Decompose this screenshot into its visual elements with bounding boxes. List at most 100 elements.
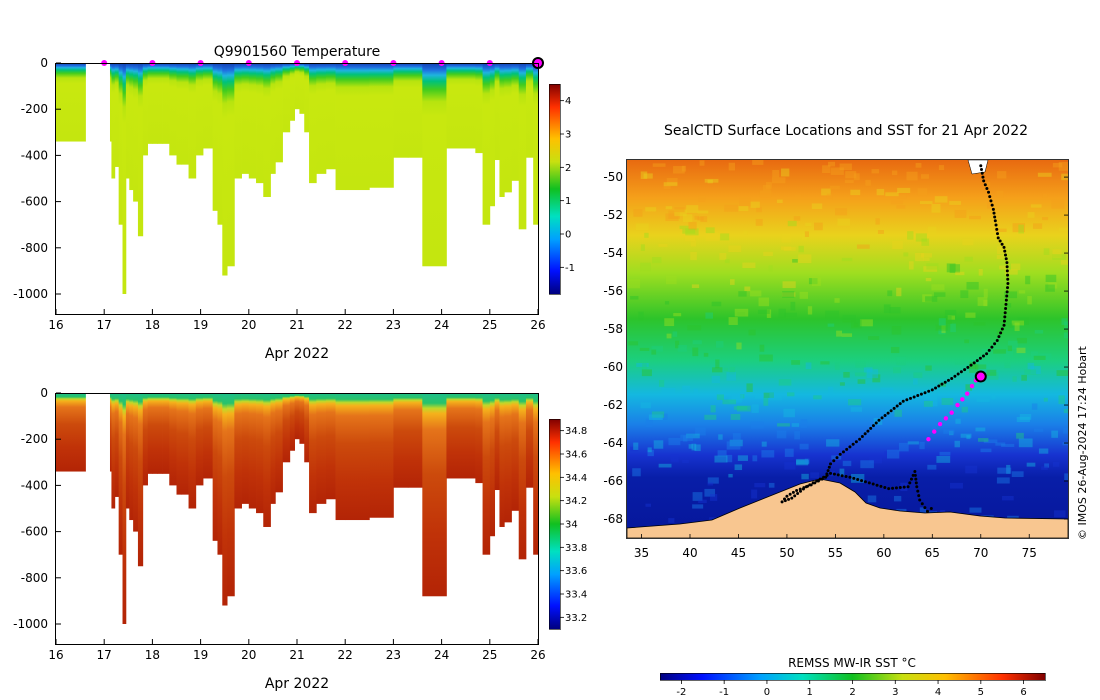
track-point <box>860 435 864 439</box>
sst-patch <box>993 349 1007 354</box>
sst-patch <box>742 262 756 269</box>
sst-patch <box>697 210 709 214</box>
sst-patch <box>798 245 804 253</box>
sst-patch <box>923 257 930 262</box>
sst-patch <box>652 163 666 167</box>
sst-patch <box>759 354 773 362</box>
sst-patch <box>875 218 880 225</box>
sst-patch <box>986 372 999 380</box>
track-point <box>999 331 1003 335</box>
sst-patch <box>841 257 853 262</box>
sst-patch <box>1016 416 1030 423</box>
salinity-profile-bar <box>446 393 467 479</box>
track-point <box>818 477 822 481</box>
salinity-profile-bar <box>489 393 496 537</box>
sst-patch <box>885 409 891 413</box>
sst-patch <box>913 372 923 378</box>
sst-patch <box>825 310 840 319</box>
sst-patch <box>933 292 946 297</box>
sst-patch <box>915 252 925 262</box>
current-position-marker <box>974 370 987 383</box>
track-point <box>892 406 896 410</box>
sst-patch <box>999 265 1007 270</box>
sst-patch <box>762 184 771 192</box>
x-tick-label: 16 <box>48 318 63 332</box>
sst-patch <box>665 206 673 210</box>
sst-patch <box>690 239 697 247</box>
sst-patch <box>1004 359 1011 369</box>
map-panel: SealCTD Surface Locations and SST for 21… <box>603 123 1089 698</box>
sst-patch <box>943 429 955 434</box>
sst-patch <box>925 365 932 371</box>
track-point <box>981 354 985 358</box>
sst-patch <box>949 201 961 205</box>
temperature-profile-bar <box>217 63 223 225</box>
sst-patch <box>668 518 675 523</box>
sst-patch <box>673 166 685 174</box>
sst-patch <box>729 439 743 447</box>
temperature-profile-bar <box>533 63 538 225</box>
track-point <box>1005 290 1009 294</box>
map-y-tick-label: -68 <box>603 512 623 526</box>
sst-patch <box>813 395 822 400</box>
temperature-profile-bar <box>234 63 242 179</box>
track-point <box>918 498 922 502</box>
salinity-profile-bar <box>147 393 153 474</box>
map-colorbar-tick-label: 4 <box>935 687 941 698</box>
map-x-tick-label: 65 <box>925 546 940 560</box>
salinity-profile-bar <box>325 393 336 500</box>
salinity-profile-bar <box>369 393 394 518</box>
temperature-profile-bar <box>133 63 139 202</box>
sst-patch <box>954 359 965 365</box>
map-y-tick-label: -60 <box>603 360 623 374</box>
x-tick-label: 23 <box>386 648 401 662</box>
salinity-profile-bar <box>203 393 209 479</box>
sst-patch <box>1026 462 1036 467</box>
x-tick-label: 25 <box>482 648 497 662</box>
track-point <box>925 509 929 513</box>
sst-patch <box>1044 463 1050 468</box>
sst-patch <box>857 379 866 384</box>
track-point <box>793 494 797 498</box>
sst-patch <box>931 203 941 213</box>
sst-patch <box>645 207 657 212</box>
track-point <box>891 486 895 490</box>
salinity-profile-bar <box>129 393 134 521</box>
sst-patch <box>1027 362 1035 370</box>
sst-patch <box>746 383 753 393</box>
temperature-profile-bar <box>176 63 182 165</box>
track-point <box>880 416 884 420</box>
salinity-profile-bar <box>157 393 163 474</box>
sst-patch <box>887 290 893 297</box>
salinity-profile-bar <box>222 393 228 606</box>
sst-patch <box>763 251 773 257</box>
sst-patch <box>730 414 741 420</box>
sst-patch <box>756 206 762 213</box>
sst-patch <box>636 363 649 367</box>
sst-patch <box>694 444 701 452</box>
sst-patch <box>728 245 742 253</box>
sst-patch <box>714 455 728 463</box>
track-point <box>1000 327 1004 331</box>
salinity-profile-bar <box>525 393 534 488</box>
sst-patch <box>868 336 880 340</box>
sst-patch <box>632 468 641 477</box>
sst-patch <box>630 295 639 300</box>
x-tick-label: 19 <box>193 648 208 662</box>
sst-patch <box>719 253 727 260</box>
track-point <box>987 190 991 194</box>
salinity-profile-bar <box>533 393 538 555</box>
track-point <box>845 447 849 451</box>
track-point <box>867 481 871 485</box>
temperature-profile-bar <box>147 63 153 144</box>
salinity-profile-bar <box>499 393 505 527</box>
sst-patch <box>897 187 911 194</box>
salinity-profile-bar <box>316 393 327 504</box>
map-x-tick-label: 55 <box>828 546 843 560</box>
track-point <box>995 227 999 231</box>
sst-patch <box>854 372 866 377</box>
track-point <box>838 452 842 456</box>
recent-position <box>949 410 954 415</box>
sst-patch <box>947 315 955 320</box>
sst-patch <box>938 329 946 335</box>
